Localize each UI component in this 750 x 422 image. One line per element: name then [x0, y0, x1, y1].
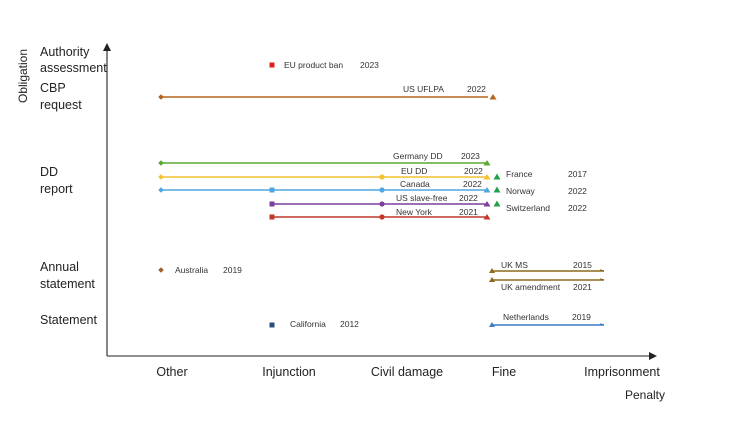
series-us-uflpa-end-marker: [489, 94, 497, 100]
series-netherlands-year: 2019: [572, 312, 591, 322]
series-germany-dd-year: 2023: [461, 151, 480, 161]
series-california-year: 2012: [340, 319, 359, 329]
y-tick-cbp-request: CBP request: [40, 81, 82, 112]
series-us-slave-free-end-marker: [483, 201, 491, 207]
y-tick-statement: Statement: [40, 313, 98, 327]
series-uk-amendment-start-marker: [489, 277, 495, 282]
series-us-slave-free-label: US slave-free: [396, 193, 448, 203]
series-germany-dd-label: Germany DD: [393, 151, 443, 161]
x-tick-other: Other: [156, 365, 187, 379]
series-uk-amendment-label: UK amendment: [501, 282, 561, 292]
series-netherlands-label: Netherlands: [503, 312, 549, 322]
series-new-york-label: New York: [396, 207, 433, 217]
series-eu-dd-year: 2022: [464, 166, 483, 176]
series-netherlands-end-tick: [599, 323, 605, 326]
series-us-uflpa-start-marker: [158, 94, 164, 100]
series-uk-ms-end-tick: [599, 269, 605, 272]
series-canada-mid-marker-1: [379, 187, 385, 193]
series-us-slave-free-start-square: [269, 201, 275, 207]
series-switzerland-year: 2022: [568, 203, 587, 213]
y-tick-authority-assessment: Authority assessment: [40, 45, 107, 75]
y-tick-labels: Authority assessment CBP request DD report Ann…: [40, 45, 107, 327]
series-us-uflpa-label: US UFLPA: [403, 84, 444, 94]
series-california-label: California: [290, 319, 326, 329]
series-us-slave-free-year: 2022: [459, 193, 478, 203]
series-australia-marker: [158, 267, 164, 273]
series-uk-ms-year: 2015: [573, 260, 592, 270]
series-eu-product-ban-year: 2023: [360, 60, 379, 70]
series-netherlands-start-marker: [489, 322, 495, 327]
series-france-label: France: [506, 169, 533, 179]
series-new-york-start-square: [269, 214, 275, 220]
x-tick-labels: Other Injunction Civil damage Fine Imprisonm…: [156, 365, 660, 379]
series-uk-ms-start-marker: [489, 268, 495, 273]
series-canada-label: Canada: [400, 179, 430, 189]
x-tick-imprisonment: Imprisonment: [584, 365, 660, 379]
y-axis-title: Obligation: [16, 49, 30, 103]
series-switzerland-label: Switzerland: [506, 203, 550, 213]
x-tick-injunction: Injunction: [262, 365, 316, 379]
series-norway-label: Norway: [506, 186, 536, 196]
x-axis-title: Penalty: [625, 388, 665, 402]
series-germany-dd-start-marker: [158, 160, 164, 166]
series-norway-marker: [493, 186, 501, 193]
series-eu-product-ban-marker: [269, 62, 275, 68]
series-us-slave-free-mid-marker: [379, 201, 385, 207]
y-tick-annual-statement: Annual statement: [40, 260, 95, 291]
series-canada-year: 2022: [463, 179, 482, 189]
series-uk-ms-label: UK MS: [501, 260, 528, 270]
series-canada-mid-marker-0: [269, 187, 275, 193]
series-new-york-end-marker: [483, 214, 491, 220]
series-eu-dd-label: EU DD: [401, 166, 427, 176]
y-tick-dd-report: DD report: [40, 165, 73, 196]
series-australia-year: 2019: [223, 265, 242, 275]
series-norway-year: 2022: [568, 186, 587, 196]
series-eu-dd-end-marker: [483, 174, 491, 180]
series-australia-label: Australia: [175, 265, 208, 275]
series-new-york-year: 2021: [459, 207, 478, 217]
series-eu-product-ban-label: EU product ban: [284, 60, 343, 70]
series-california-marker: [269, 322, 275, 328]
series-eu-dd-start-marker: [158, 174, 164, 180]
series-switzerland-marker: [493, 200, 501, 207]
series-uk-amendment-end-tick: [599, 278, 605, 281]
series-canada-start-marker: [158, 187, 164, 193]
series-us-uflpa-year: 2022: [467, 84, 486, 94]
series-france-marker: [493, 173, 501, 180]
series-canada-end-marker: [483, 187, 491, 193]
x-tick-civil-damage: Civil damage: [371, 365, 443, 379]
chart-marks: EU product ban 2023 US UFLPA 2022 Germany DD…: [158, 60, 605, 329]
series-uk-amendment-year: 2021: [573, 282, 592, 292]
series-germany-dd-end-marker: [483, 160, 491, 166]
series-new-york-mid-marker: [379, 214, 385, 220]
series-eu-dd-mid-marker-0: [379, 174, 385, 180]
series-france-year: 2017: [568, 169, 587, 179]
x-tick-fine: Fine: [492, 365, 516, 379]
